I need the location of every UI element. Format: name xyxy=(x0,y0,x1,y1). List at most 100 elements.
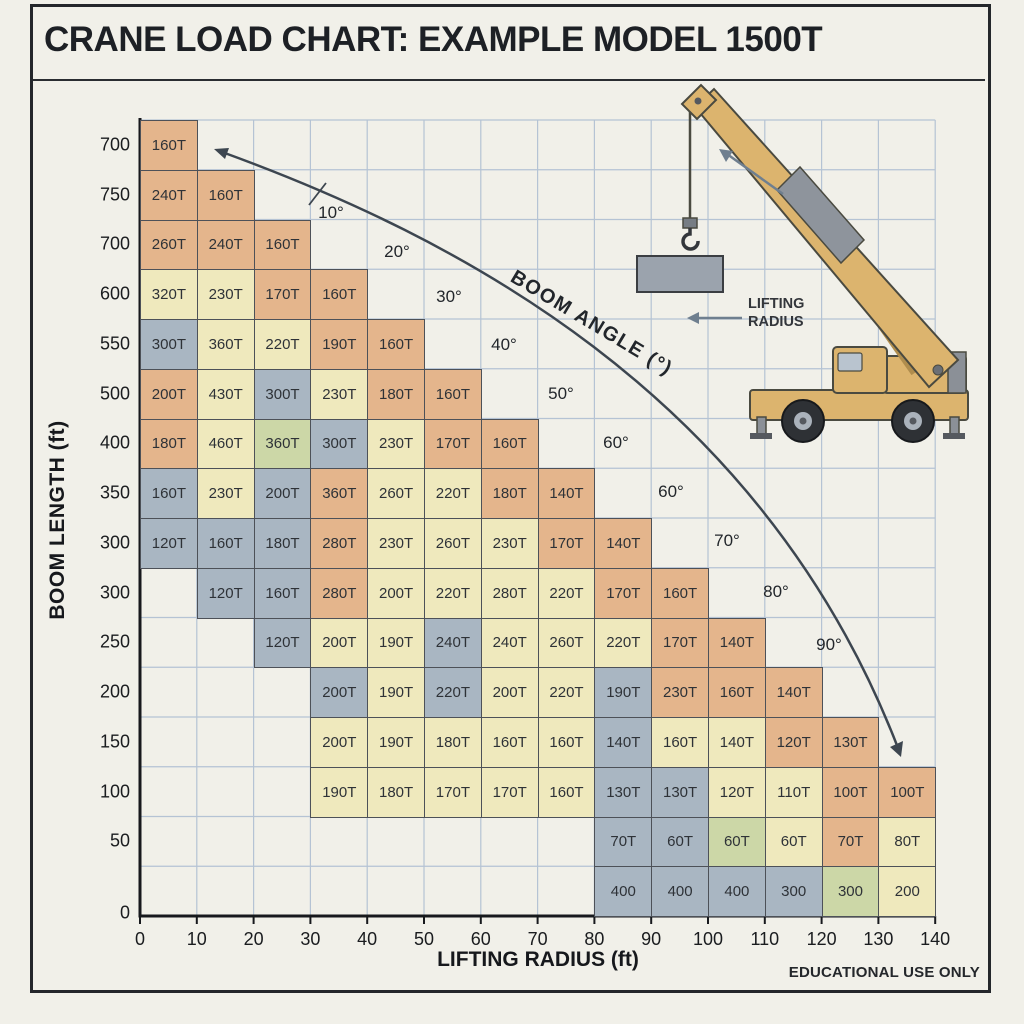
load-cell: 170T xyxy=(480,766,539,818)
crane-body xyxy=(883,355,967,394)
y-tick-label: 300 xyxy=(99,532,130,553)
load-cell: 160T xyxy=(537,766,596,818)
load-cell: 160T xyxy=(253,219,312,271)
load-cell: 110T xyxy=(764,766,823,818)
load-cell: 180T xyxy=(480,468,539,519)
load-cell: 230T xyxy=(196,269,255,320)
load-cell: 170T xyxy=(651,617,709,669)
arc-arrowhead-top-icon xyxy=(214,148,229,159)
load-cell: 200T xyxy=(310,617,369,669)
load-cell: 400 xyxy=(708,866,766,917)
boom-angle-tick-label: 50° xyxy=(548,384,574,403)
load-cell: 180T xyxy=(367,766,425,818)
x-tick-label: 70 xyxy=(527,929,548,949)
lifting-radius-label-line1: LIFTING xyxy=(748,296,804,312)
load-cell: 190T xyxy=(310,766,369,818)
load-cell: 300T xyxy=(140,319,198,370)
load-cell: 190T xyxy=(367,717,425,768)
load-cell: 180T xyxy=(140,418,198,470)
lifting-radius-diagonal-arrowhead-icon xyxy=(719,149,733,162)
y-tick-label: 50 xyxy=(109,830,130,851)
boom-angle-tick-label: 60° xyxy=(658,482,684,501)
crane-outrigger-right xyxy=(949,416,960,436)
load-cell: 320T xyxy=(140,269,198,320)
load-cell: 260T xyxy=(140,219,198,271)
x-axis-title: LIFTING RADIUS (ft) xyxy=(437,948,639,971)
boom-angle-tick-label: 80° xyxy=(763,582,789,601)
x-tick-label: 50 xyxy=(413,929,435,949)
load-cell: 190T xyxy=(367,617,425,669)
page-border-frame xyxy=(30,4,991,993)
load-cell: 260T xyxy=(367,468,425,519)
page-title: CRANE LOAD CHART: EXAMPLE MODEL 1500T xyxy=(44,20,823,59)
load-cell: 60T xyxy=(708,816,766,868)
load-cell: 170T xyxy=(537,518,596,569)
load-cell: 160T xyxy=(537,717,596,768)
load-cell: 140T xyxy=(537,468,596,519)
y-tick-label: 600 xyxy=(99,283,130,304)
boom-angle-arc xyxy=(214,148,903,757)
load-cell: 160T xyxy=(480,418,539,470)
y-tick-label: 550 xyxy=(99,333,130,354)
boom-angle-arc-curve xyxy=(221,150,900,749)
load-cell: 200T xyxy=(480,667,539,718)
y-tick-label: 250 xyxy=(99,631,130,652)
crane-carrier xyxy=(749,389,969,421)
load-cell: 130T xyxy=(651,766,709,818)
load-cell: 220T xyxy=(424,468,482,519)
load-cell: 220T xyxy=(594,617,653,669)
load-cell: 160T xyxy=(310,269,369,320)
load-cell: 230T xyxy=(310,368,369,420)
y-tick-label: 200 xyxy=(99,681,130,702)
y-tick-label: 700 xyxy=(99,134,130,155)
y-tick-label: 750 xyxy=(99,184,130,205)
y-tick-label: 500 xyxy=(99,383,130,404)
load-cell: 230T xyxy=(651,667,709,718)
crane-wheel-left-icon xyxy=(781,399,825,443)
x-tick-label: 80 xyxy=(584,929,605,949)
load-cell: 160T xyxy=(140,468,198,519)
load-cell: 220T xyxy=(424,567,482,619)
load-cell: 60T xyxy=(651,816,709,868)
x-tick-label: 130 xyxy=(863,929,894,949)
load-cell: 260T xyxy=(424,518,482,569)
load-cell: 140T xyxy=(764,667,823,718)
load-cell: 220T xyxy=(253,319,312,370)
crane-hook-icon xyxy=(681,228,700,251)
boom-angle-tick-label: 90° xyxy=(816,635,842,654)
y-tick-label: 0 xyxy=(119,902,130,923)
crane-counterweight xyxy=(947,351,967,394)
load-cell: 180T xyxy=(367,368,425,420)
load-cell: 180T xyxy=(424,717,482,768)
load-cell: 200T xyxy=(310,717,369,768)
title-divider xyxy=(33,79,985,81)
educational-note: EDUCATIONAL USE ONLY xyxy=(788,964,980,981)
load-cell: 100T xyxy=(821,766,880,818)
load-cell: 160T xyxy=(196,518,255,569)
load-cell: 70T xyxy=(821,816,880,868)
load-cell: 300 xyxy=(764,866,823,917)
y-tick-label: 400 xyxy=(99,432,130,453)
load-cell: 240T xyxy=(196,219,255,271)
crane-wheel-right-icon xyxy=(891,399,935,443)
lifting-radius-label-line2: RADIUS xyxy=(748,314,804,330)
load-cell: 160T xyxy=(424,368,482,420)
crane-sheave-icon xyxy=(694,97,702,105)
load-cell: 100T xyxy=(878,766,937,818)
load-cell: 120T xyxy=(196,567,255,619)
load-cell: 190T xyxy=(367,667,425,718)
x-tick-label: 0 xyxy=(134,929,146,949)
load-cell: 160T xyxy=(253,567,312,619)
load-cell: 300T xyxy=(310,418,369,470)
boom-angle-tick-label: 20° xyxy=(384,242,410,261)
crane-cylinder-rod xyxy=(839,264,883,322)
load-cell: 220T xyxy=(537,567,596,619)
load-cell: 140T xyxy=(708,617,766,669)
load-cell: 280T xyxy=(310,518,369,569)
crane-illustration: LIFTING RADIUS xyxy=(636,83,969,443)
crane-boom-section xyxy=(775,165,866,265)
load-cell: 200T xyxy=(140,368,198,420)
load-cell: 130T xyxy=(821,717,880,768)
y-tick-label: 350 xyxy=(99,482,130,503)
load-cell: 200T xyxy=(310,667,369,718)
